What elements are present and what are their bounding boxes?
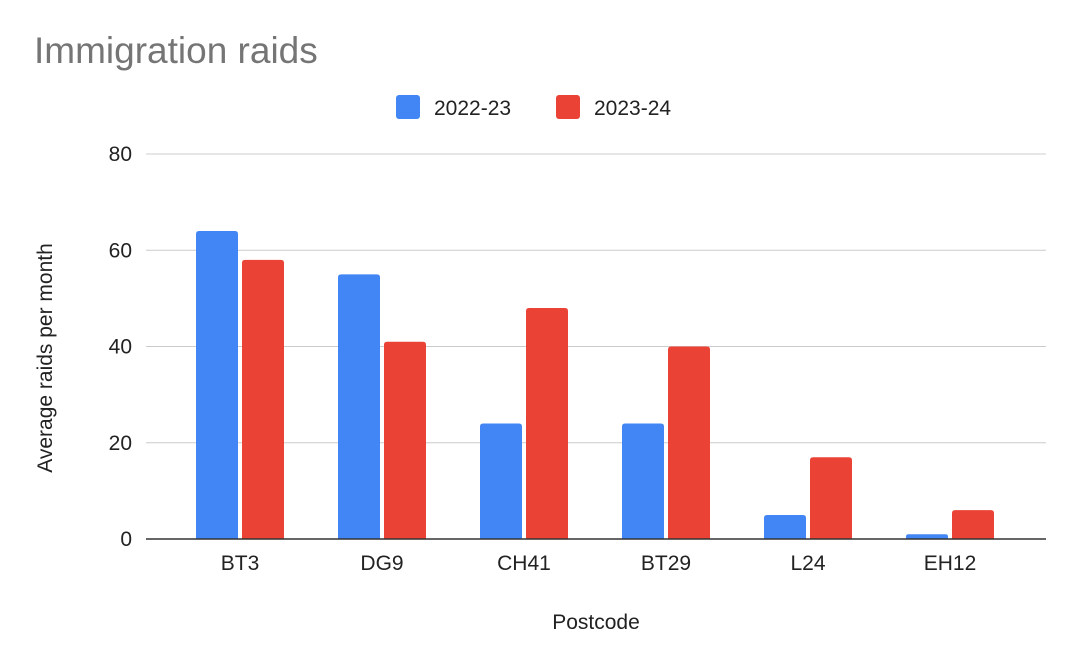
bar-l24-series-2 bbox=[810, 457, 852, 539]
bars bbox=[196, 231, 994, 539]
bar-bt3-series-1 bbox=[196, 231, 238, 539]
legend-item-1: 2022-23 bbox=[396, 95, 511, 120]
legend-swatch-2 bbox=[556, 95, 580, 119]
legend-label-1: 2022-23 bbox=[434, 97, 511, 120]
x-tick-label-bt29: BT29 bbox=[641, 552, 691, 575]
bar-bt3-series-2 bbox=[242, 259, 284, 539]
bar-dg9-series-2 bbox=[384, 341, 426, 539]
bar-dg9-series-1 bbox=[338, 274, 380, 539]
legend-label-2: 2023-24 bbox=[594, 97, 671, 120]
bar-eh12-series-1 bbox=[906, 534, 948, 539]
x-tick-label-l24: L24 bbox=[790, 552, 825, 575]
bar-l24-series-1 bbox=[764, 514, 806, 539]
bar-ch41-series-1 bbox=[480, 423, 522, 539]
y-tick-label-60: 60 bbox=[109, 239, 132, 262]
x-tick-label-bt3: BT3 bbox=[221, 552, 260, 575]
x-tick-label-ch41: CH41 bbox=[497, 552, 551, 575]
bar-bt29-series-1 bbox=[622, 423, 664, 539]
y-axis-ticks: 0 20 40 60 80 bbox=[109, 143, 132, 551]
legend-item-2: 2023-24 bbox=[556, 95, 671, 120]
x-axis-ticks: BT3 DG9 CH41 BT29 L24 EH12 bbox=[221, 552, 977, 575]
y-tick-label-40: 40 bbox=[109, 336, 132, 359]
bar-ch41-series-2 bbox=[526, 308, 568, 539]
chart-title: Immigration raids bbox=[34, 30, 318, 71]
bar-eh12-series-2 bbox=[952, 510, 994, 539]
gridlines bbox=[146, 153, 1046, 444]
y-axis-label: Average raids per month bbox=[34, 243, 57, 473]
y-tick-label-20: 20 bbox=[109, 432, 132, 455]
legend: 2022-23 2023-24 bbox=[396, 95, 671, 120]
x-axis-label: Postcode bbox=[552, 611, 640, 634]
y-tick-label-0: 0 bbox=[120, 528, 132, 551]
legend-swatch-1 bbox=[396, 95, 420, 119]
x-tick-label-dg9: DG9 bbox=[360, 552, 403, 575]
bar-bt29-series-2 bbox=[668, 346, 710, 539]
y-tick-label-80: 80 bbox=[109, 143, 132, 166]
x-tick-label-eh12: EH12 bbox=[924, 552, 977, 575]
